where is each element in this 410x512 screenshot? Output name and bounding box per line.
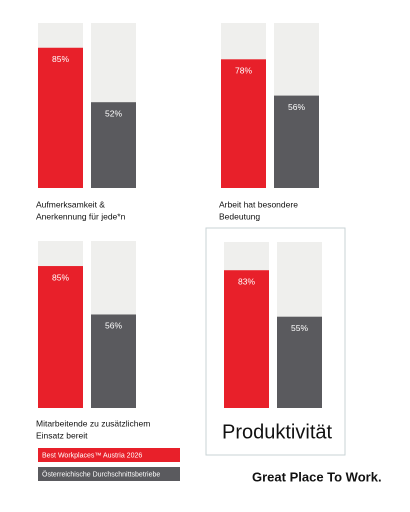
value-label: 52% bbox=[105, 108, 122, 118]
panel-title: Mitarbeitende zu zusätzlichem bbox=[36, 418, 150, 428]
value-label: 55% bbox=[291, 323, 308, 333]
value-label: 83% bbox=[238, 276, 255, 286]
legend-label: Best Workplaces™ Austria 2026 bbox=[42, 452, 142, 459]
value-label: 56% bbox=[105, 321, 122, 331]
bar bbox=[274, 95, 319, 188]
value-label: 78% bbox=[235, 66, 252, 76]
panel-title: Aufmerksamkeit & bbox=[36, 199, 105, 209]
bar bbox=[91, 314, 136, 408]
bar bbox=[38, 47, 83, 188]
logo: Great Place To Work. bbox=[252, 469, 382, 484]
bar bbox=[224, 270, 269, 408]
panel-title: Anerkennung für jede*n bbox=[36, 211, 126, 221]
value-label: 85% bbox=[52, 272, 69, 282]
highlight-frame bbox=[205, 227, 346, 456]
panel-title: Bedeutung bbox=[219, 211, 260, 221]
bar bbox=[91, 102, 136, 188]
panel-title: Arbeit hat besondere bbox=[219, 199, 298, 209]
bar bbox=[221, 59, 266, 188]
panel-title: Produktivität bbox=[222, 421, 332, 443]
panel-title: Einsatz bereit bbox=[36, 430, 88, 440]
bar bbox=[277, 316, 322, 408]
legend-swatch bbox=[38, 467, 180, 481]
bar bbox=[38, 266, 83, 408]
value-label: 85% bbox=[52, 54, 69, 64]
legend-label: Österreichische Durchschnittsbetriebe bbox=[42, 470, 160, 478]
legend-swatch bbox=[38, 448, 180, 462]
value-label: 56% bbox=[288, 102, 305, 112]
